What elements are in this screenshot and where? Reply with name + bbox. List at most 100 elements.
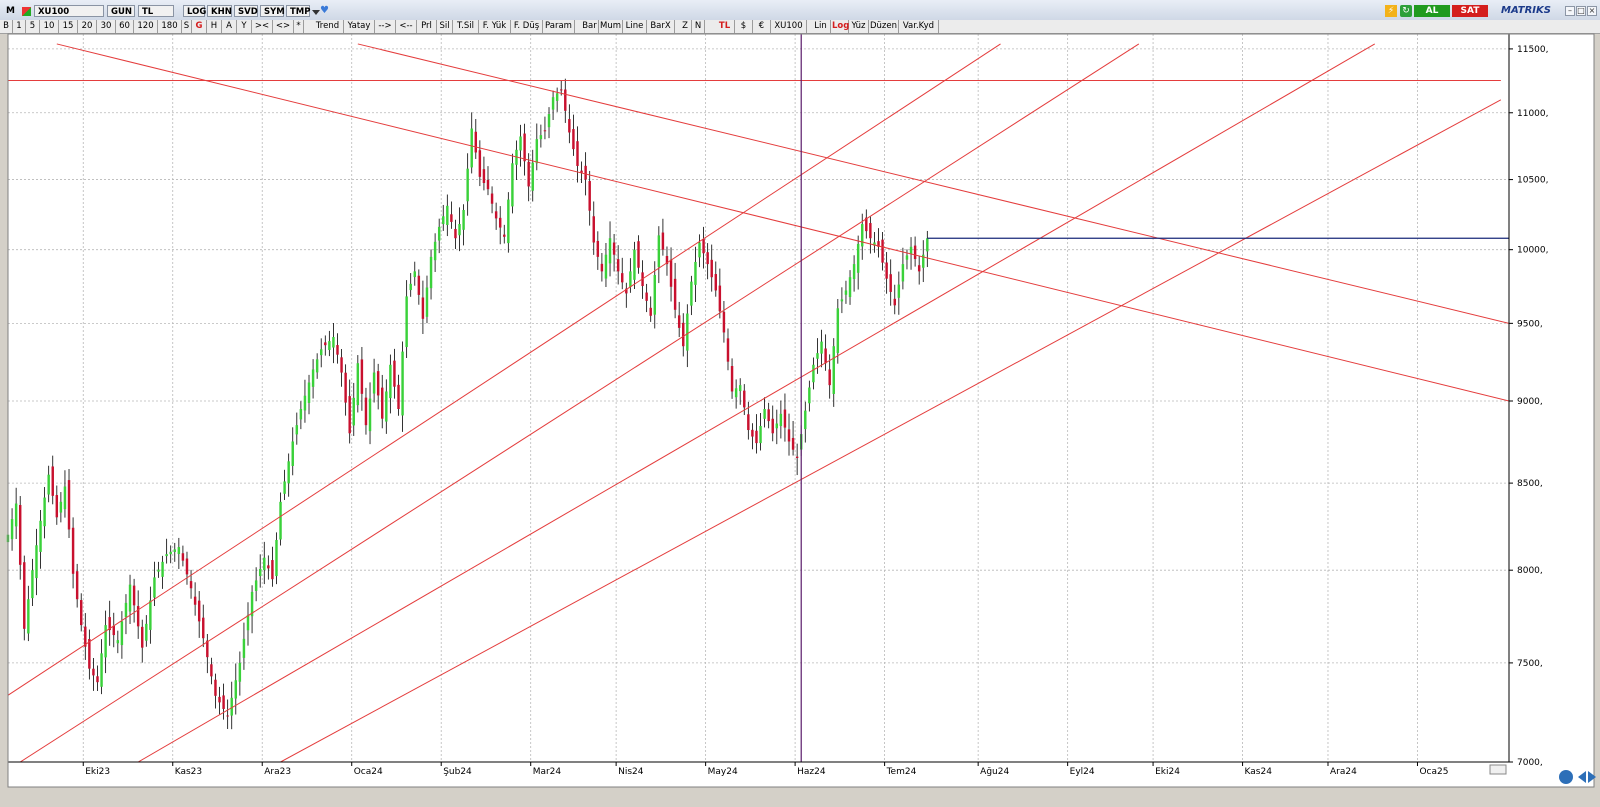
candle-body[interactable] [462, 210, 465, 230]
candle-body[interactable] [124, 602, 128, 618]
candle-body[interactable] [722, 311, 726, 333]
toolbar-yatay-button[interactable]: Yatay [344, 20, 375, 33]
candle-body[interactable] [564, 89, 567, 111]
candle-body[interactable] [295, 425, 299, 435]
candle-body[interactable] [913, 245, 917, 260]
candle-body[interactable] [621, 273, 624, 283]
candle-body[interactable] [437, 226, 441, 241]
candle-body[interactable] [18, 505, 22, 565]
scroll-left-icon[interactable] [1578, 771, 1586, 783]
candle-body[interactable] [360, 359, 364, 394]
trendline[interactable] [0, 43, 1001, 762]
candle-body[interactable] [702, 239, 705, 254]
candle-body[interactable] [454, 228, 457, 239]
candle-body[interactable] [112, 625, 115, 636]
candle-body[interactable] [92, 668, 95, 676]
candle-body[interactable] [917, 265, 921, 272]
candle-body[interactable] [494, 211, 498, 219]
candle-body[interactable] [55, 495, 59, 518]
toolbar-param-button[interactable]: Param [543, 20, 575, 33]
buy-button[interactable]: AL [1414, 5, 1450, 17]
candle-body[interactable] [283, 481, 286, 494]
toolbar-h-button[interactable]: H [207, 20, 222, 33]
candle-body[interactable] [31, 570, 34, 599]
candle-body[interactable] [226, 715, 229, 717]
candle-body[interactable] [458, 224, 461, 236]
candle-body[interactable] [279, 501, 282, 540]
toolbar-15-button[interactable]: 15 [59, 20, 78, 33]
toolbar-t-sil-button[interactable]: T.Sil [453, 20, 479, 33]
candle-body[interactable] [836, 308, 840, 353]
candle-body[interactable] [100, 653, 103, 687]
candle-body[interactable] [848, 277, 852, 298]
candle-body[interactable] [79, 600, 83, 626]
scroll-right-icon[interactable] [1588, 771, 1596, 783]
candle-body[interactable] [116, 640, 120, 644]
menu-letter[interactable]: M [6, 6, 15, 16]
candle-body[interactable] [527, 161, 530, 187]
candle-body[interactable] [698, 242, 701, 258]
log-button[interactable]: LOG [183, 5, 206, 17]
candle-body[interactable] [364, 397, 368, 426]
candle-body[interactable] [791, 437, 795, 450]
candle-body[interactable] [523, 133, 526, 162]
candle-body[interactable] [922, 254, 925, 268]
candle-body[interactable] [580, 170, 583, 173]
toolbar-item-15-button[interactable]: >< [252, 20, 273, 33]
candle-body[interactable] [75, 571, 79, 600]
candle-body[interactable] [714, 274, 718, 291]
currency-select[interactable]: TL [138, 5, 174, 17]
lightning-icon[interactable]: ⚡ [1385, 5, 1397, 17]
candle-body[interactable] [612, 242, 616, 255]
candle-body[interactable] [442, 216, 445, 225]
candle-body[interactable] [299, 409, 303, 420]
toolbar-item-36-button[interactable]: € [753, 20, 771, 33]
candle-body[interactable] [393, 360, 396, 387]
toolbar-sil-button[interactable]: Sil [437, 20, 453, 33]
candle-body[interactable] [389, 364, 392, 399]
candle-body[interactable] [592, 216, 595, 243]
candle-body[interactable] [747, 414, 750, 431]
candle-body[interactable] [405, 296, 408, 348]
candle-body[interactable] [909, 246, 913, 255]
candle-body[interactable] [718, 285, 722, 312]
candle-body[interactable] [136, 606, 140, 627]
candle-body[interactable] [267, 565, 270, 569]
candle-body[interactable] [210, 664, 213, 677]
candle-body[interactable] [551, 97, 555, 110]
maximize-icon[interactable]: □ [1576, 6, 1586, 16]
candle-body[interactable] [43, 497, 46, 527]
candle-body[interactable] [250, 591, 254, 617]
candle-body[interactable] [629, 271, 632, 287]
candle-body[interactable] [169, 551, 172, 555]
candle-body[interactable] [287, 461, 290, 484]
candle-body[interactable] [661, 232, 665, 250]
candle-body[interactable] [824, 348, 827, 364]
candle-body[interactable] [381, 387, 384, 419]
candle-body[interactable] [616, 259, 620, 272]
candle-body[interactable] [832, 346, 835, 394]
candle-body[interactable] [71, 527, 75, 574]
toolbar-trend-button[interactable]: Trend [312, 20, 344, 33]
candle-body[interactable] [531, 162, 534, 191]
candle-body[interactable] [23, 562, 26, 629]
candle-body[interactable] [539, 135, 543, 140]
candle-body[interactable] [263, 557, 266, 570]
candle-body[interactable] [775, 423, 779, 429]
candle-body[interactable] [429, 256, 433, 289]
candle-body[interactable] [397, 384, 400, 410]
toolbar-10-button[interactable]: 10 [40, 20, 59, 33]
toolbar-b-button[interactable]: B [0, 20, 13, 33]
candle-body[interactable] [344, 372, 347, 403]
scroll-button[interactable] [1489, 764, 1507, 775]
candle-body[interactable] [356, 363, 360, 406]
candle-body[interactable] [673, 278, 677, 310]
candle-body[interactable] [271, 560, 274, 580]
candle-body[interactable] [897, 284, 901, 298]
candle-body[interactable] [893, 298, 896, 306]
candle-body[interactable] [413, 271, 416, 278]
candle-body[interactable] [141, 626, 144, 648]
candle-body[interactable] [185, 558, 189, 575]
candle-body[interactable] [771, 418, 774, 434]
candle-body[interactable] [206, 640, 209, 658]
